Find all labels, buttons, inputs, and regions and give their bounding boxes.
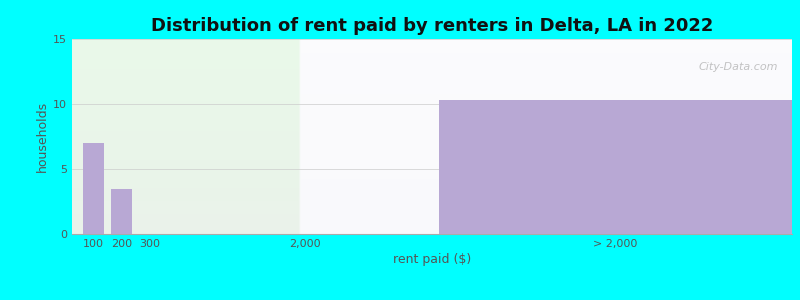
Title: Distribution of rent paid by renters in Delta, LA in 2022: Distribution of rent paid by renters in … [151, 17, 713, 35]
Bar [111, 188, 132, 234]
Text: City-Data.com: City-Data.com [698, 62, 778, 72]
Y-axis label: households: households [36, 101, 49, 172]
Bar [439, 100, 792, 234]
Bar [82, 143, 104, 234]
X-axis label: rent paid ($): rent paid ($) [393, 253, 471, 266]
